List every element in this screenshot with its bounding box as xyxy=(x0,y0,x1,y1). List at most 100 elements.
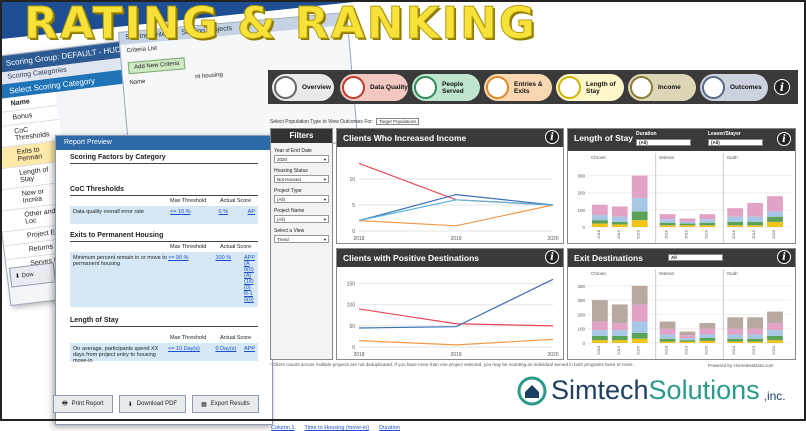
side-link[interactable]: (1/0 xyxy=(243,279,254,285)
length-of-stay-chart: 0 100 200 300 Chronic 2018 2019 2020 Veteran 2018… xyxy=(577,153,791,243)
series-line xyxy=(358,338,554,346)
bar-segment xyxy=(699,225,716,227)
y-tick-label: 200 xyxy=(577,312,585,317)
x-tick-label: 2019 xyxy=(616,229,621,239)
x-tick-label: 2018 xyxy=(664,345,669,355)
tab-label: People Served xyxy=(442,80,464,95)
info-icon[interactable]: i xyxy=(774,79,790,95)
population-dropdown[interactable]: Target Populations xyxy=(376,118,420,125)
income-panel: Clients Who Increased Income i 0 5 10 2018 20… xyxy=(336,128,564,244)
filter-label: Project Type xyxy=(274,188,302,194)
footer-link[interactable]: Duration xyxy=(379,425,400,431)
duration-dropdown[interactable]: (All) xyxy=(636,139,691,146)
info-icon[interactable]: i xyxy=(777,250,791,264)
y-tick-label: 150 xyxy=(347,282,356,288)
bar-segment xyxy=(659,328,676,335)
tab-outcomes[interactable]: Outcomes xyxy=(700,74,768,101)
bar-segment xyxy=(767,196,783,212)
add-new-criteria-button[interactable]: Add New Criteria xyxy=(127,57,186,75)
filter-label: Select a View xyxy=(274,228,305,234)
side-link[interactable]: R-1 xyxy=(243,291,253,297)
bar-segment xyxy=(699,219,716,223)
tab-entries-exits[interactable]: Entries & Exits xyxy=(484,74,552,101)
export-results-button[interactable]: ▦ Export Results xyxy=(192,395,259,413)
filter-dropdown[interactable]: Not Housed ▾ xyxy=(274,175,329,183)
side-link[interactable]: (A xyxy=(243,261,250,267)
x-tick-label: 2020 xyxy=(636,229,641,239)
bar-segment xyxy=(699,340,716,343)
chevron-down-icon: ▾ xyxy=(323,157,326,162)
tab-icon xyxy=(630,76,653,99)
filter-dropdown[interactable]: 2020 ▾ xyxy=(274,155,329,163)
filter-dropdown[interactable]: (All) ▾ xyxy=(274,215,329,223)
tab-people-served[interactable]: People Served xyxy=(412,74,480,101)
side-link[interactable]: (A) xyxy=(243,273,252,279)
bar-segment xyxy=(727,341,744,343)
app-link[interactable]: AP xyxy=(247,209,255,215)
bar-segment xyxy=(727,225,744,227)
filter-dropdown[interactable]: (All) ▾ xyxy=(274,195,329,203)
bar-segment xyxy=(767,340,783,343)
score-link[interactable]: 0 Day(s) xyxy=(215,346,237,352)
footer-link[interactable]: Time to Housing (move-in) xyxy=(304,425,370,431)
group-label: Youth xyxy=(726,271,738,276)
report-header: Report Preview xyxy=(56,136,272,150)
bar-segment xyxy=(767,216,783,222)
bar-segment xyxy=(699,214,716,220)
table-row: On average, participants spend XX days f… xyxy=(70,343,258,364)
app-link[interactable]: APP xyxy=(243,346,255,352)
bar-segment xyxy=(747,317,764,329)
table-row: Data quality overall error rate <= 10 % … xyxy=(70,206,258,224)
bar-segment xyxy=(679,221,696,224)
bar-segment xyxy=(699,328,716,335)
x-tick-label: 2020 xyxy=(771,229,776,239)
print-report-button[interactable]: 🖶 Print Report xyxy=(53,395,113,413)
threshold-link[interactable]: <= 10 Day(s) xyxy=(167,346,200,352)
score-link[interactable]: 0 % xyxy=(218,209,229,215)
info-icon[interactable]: i xyxy=(777,132,791,146)
x-tick-label: 2019 xyxy=(616,345,621,355)
bar-segment xyxy=(631,338,648,343)
panel-title: Clients Who Increased Income xyxy=(343,133,467,143)
bar-segment xyxy=(747,328,764,335)
bar-segment xyxy=(747,341,764,343)
section-columns: Max Threshold Actual Score xyxy=(170,198,252,204)
bar-segment xyxy=(679,331,696,336)
income-line-chart: 0 5 10 2018 2019 2020 xyxy=(349,162,559,242)
side-link[interactable]: 0(0) xyxy=(243,297,254,303)
section-columns: Max Threshold Actual Score xyxy=(170,244,252,250)
exit-dropdown[interactable]: All xyxy=(668,254,723,261)
side-link[interactable]: (0) xyxy=(243,285,251,291)
x-tick-label: 2019 xyxy=(683,345,688,355)
side-link[interactable]: 0(0) xyxy=(243,267,254,273)
report-preview: Report Preview Scoring Factors by Catego… xyxy=(55,135,400,431)
series-line xyxy=(358,162,554,206)
info-icon[interactable]: i xyxy=(545,130,559,144)
tab-income[interactable]: Income xyxy=(628,74,696,101)
info-icon[interactable]: i xyxy=(545,250,559,264)
threshold-link[interactable]: >= 90 % xyxy=(167,255,189,261)
leaver-dropdown[interactable]: (All) xyxy=(708,139,763,146)
score-link[interactable]: 100 % xyxy=(215,255,232,261)
y-tick-label: 0 xyxy=(352,229,355,235)
bar-segment xyxy=(592,204,608,215)
bar-segment xyxy=(611,340,628,343)
bar-segment xyxy=(727,317,744,329)
filter-label: Year of End Date xyxy=(274,148,312,154)
threshold-link[interactable]: <= 10 % xyxy=(170,209,191,215)
report-buttons: 🖶 Print Report ⬇ Download PDF ▦ Export Resu… xyxy=(53,395,259,413)
download-pdf-button[interactable]: ⬇ Download PDF xyxy=(118,395,187,413)
app-link[interactable]: APP xyxy=(243,255,255,261)
filter-dropdown[interactable]: Trend ▾ xyxy=(274,235,329,243)
panel-title: Exit Destinations xyxy=(574,253,643,263)
x-tick-label: 2020 xyxy=(547,352,558,358)
bar-segment xyxy=(659,225,676,227)
length-of-stay-panel: Length of Stay i Duration (All) Leaver/St… xyxy=(567,128,796,244)
footer-link[interactable]: Column 1 xyxy=(271,425,295,431)
chevron-down-icon: ▾ xyxy=(323,177,326,182)
tab-overview[interactable]: Overview xyxy=(272,74,334,101)
tab-data-quality[interactable]: Data Quality xyxy=(340,74,408,101)
bar-segment xyxy=(679,340,696,342)
exit-destinations-panel: Exit Destinations All i 0 100 200 300 400 Chr… xyxy=(567,248,796,360)
tab-length-of-stay[interactable]: Length of Stay xyxy=(556,74,624,101)
